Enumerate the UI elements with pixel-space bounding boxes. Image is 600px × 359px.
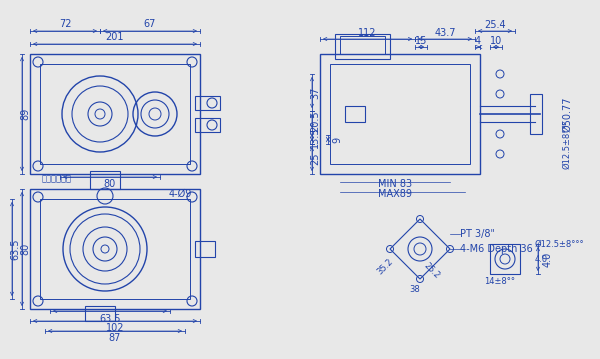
Bar <box>30 189 200 309</box>
Bar <box>490 244 520 274</box>
Text: MAX89: MAX89 <box>378 189 412 199</box>
Text: 14±8°°: 14±8°° <box>485 276 515 285</box>
Text: 102: 102 <box>106 323 124 333</box>
Bar <box>335 34 390 59</box>
Text: 35.2: 35.2 <box>375 257 395 277</box>
Text: 63.5: 63.5 <box>99 314 121 324</box>
Bar <box>340 36 385 54</box>
Bar <box>40 64 190 164</box>
Text: 63.5: 63.5 <box>10 238 20 260</box>
Text: 38: 38 <box>410 284 421 294</box>
Text: 13.5: 13.5 <box>310 127 320 148</box>
Text: 37: 37 <box>310 86 320 99</box>
Text: 89: 89 <box>20 108 30 120</box>
Text: PT 3/8": PT 3/8" <box>460 229 495 239</box>
Text: 10: 10 <box>490 36 502 46</box>
Text: 4-M6 Depth 36: 4-M6 Depth 36 <box>460 244 533 254</box>
Text: 25: 25 <box>310 153 320 165</box>
Text: 25.2: 25.2 <box>422 261 442 281</box>
Text: 67: 67 <box>144 19 156 29</box>
Bar <box>330 64 470 164</box>
Text: 15: 15 <box>415 36 427 46</box>
Text: 20.5: 20.5 <box>310 110 320 132</box>
Text: Ø12.5±8°°°: Ø12.5±8°°° <box>562 119 571 169</box>
Text: 43.7: 43.7 <box>434 28 456 38</box>
Text: MIN 83: MIN 83 <box>378 179 412 189</box>
Bar <box>195 241 215 257</box>
Text: 80: 80 <box>104 179 116 189</box>
Bar <box>195 96 220 110</box>
Text: 87: 87 <box>109 333 121 343</box>
Text: 112: 112 <box>358 28 377 38</box>
Bar <box>90 171 120 189</box>
Text: 4: 4 <box>475 36 481 46</box>
Text: 4.0: 4.0 <box>543 251 553 267</box>
Text: 9: 9 <box>332 136 342 143</box>
Text: Ø12.5±8°°°: Ø12.5±8°°° <box>535 239 584 248</box>
Text: 72: 72 <box>59 19 71 29</box>
Bar <box>85 306 115 321</box>
Bar <box>320 54 480 174</box>
Text: 4.0: 4.0 <box>535 255 548 264</box>
Bar <box>40 199 190 299</box>
Text: Ø50.77: Ø50.77 <box>562 96 572 132</box>
Text: 201: 201 <box>106 32 124 42</box>
Text: 4-Ø9: 4-Ø9 <box>169 189 191 199</box>
Bar <box>345 106 365 122</box>
Bar <box>195 118 220 132</box>
Text: 80: 80 <box>20 243 30 255</box>
Bar <box>530 94 542 134</box>
Text: 壓力調整紋香: 壓力調整紋香 <box>42 174 72 183</box>
Text: 25.4: 25.4 <box>484 20 506 30</box>
Bar <box>30 54 200 174</box>
